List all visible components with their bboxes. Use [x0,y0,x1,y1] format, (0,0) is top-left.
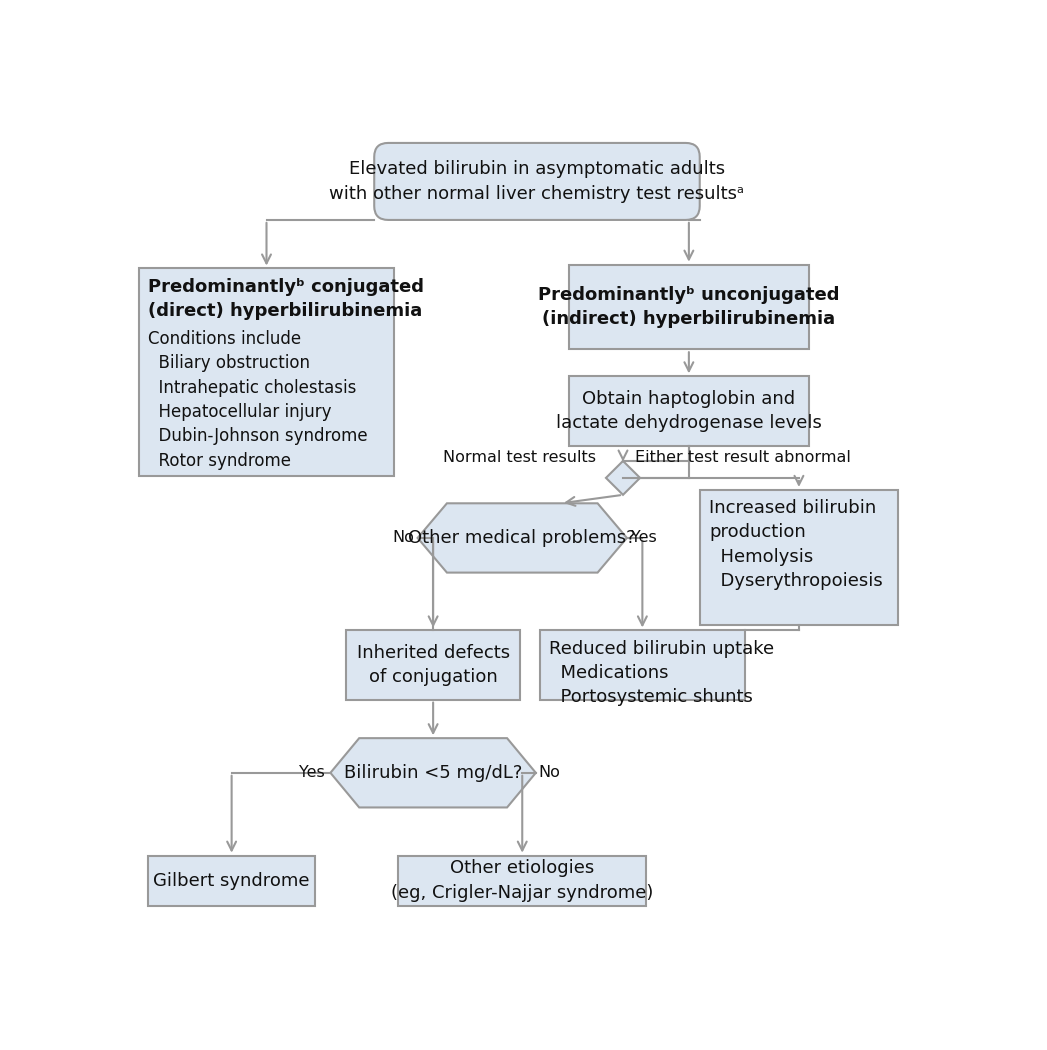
Text: Inherited defects
of conjugation: Inherited defects of conjugation [357,644,510,686]
Text: Yes: Yes [630,530,656,545]
Text: Yes: Yes [298,765,325,780]
FancyBboxPatch shape [374,143,699,219]
Text: Gilbert syndrome: Gilbert syndrome [153,872,310,889]
Polygon shape [331,738,536,807]
Text: Obtain haptoglobin and
lactate dehydrogenase levels: Obtain haptoglobin and lactate dehydroge… [556,390,822,432]
Text: Either test result abnormal: Either test result abnormal [634,449,850,465]
Bar [700,489,897,625]
Bar [569,265,809,350]
Text: No: No [538,765,560,780]
Bar [149,856,315,905]
Text: Predominantlyᵇ conjugated
(direct) hyperbilirubinemia: Predominantlyᵇ conjugated (direct) hyper… [148,277,424,320]
Text: Elevated bilirubin in asymptomatic adults
with other normal liver chemistry test: Elevated bilirubin in asymptomatic adult… [330,161,744,203]
Polygon shape [606,461,640,495]
Text: Conditions include
  Biliary obstruction
  Intrahepatic cholestasis
  Hepatocell: Conditions include Biliary obstruction I… [148,330,367,469]
Polygon shape [418,503,627,572]
Text: Normal test results: Normal test results [443,449,596,465]
Text: No: No [392,530,414,545]
Bar [346,630,520,699]
Text: Other etiologies
(eg, Crigler-Najjar syndrome): Other etiologies (eg, Crigler-Najjar syn… [392,860,653,902]
Bar [138,269,395,477]
Text: Other medical problems?: Other medical problems? [408,529,637,547]
Text: Bilirubin <5 mg/dL?: Bilirubin <5 mg/dL? [343,763,522,782]
Text: Increased bilirubin
production
  Hemolysis
  Dyserythropoiesis: Increased bilirubin production Hemolysis… [710,499,884,590]
Bar [569,376,809,445]
Bar [398,856,646,905]
Text: Predominantlyᵇ unconjugated
(indirect) hyperbilirubinemia: Predominantlyᵇ unconjugated (indirect) h… [538,286,840,328]
Text: Reduced bilirubin uptake
  Medications
  Portosystemic shunts: Reduced bilirubin uptake Medications Por… [549,639,774,707]
Bar [539,630,745,699]
